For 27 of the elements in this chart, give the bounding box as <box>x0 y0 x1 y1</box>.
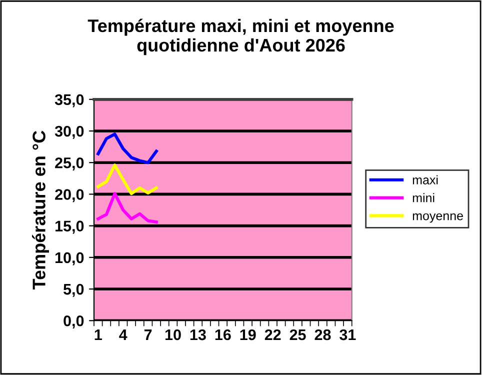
y-tick-label: 30,0 <box>54 126 84 139</box>
x-tick-label: 16 <box>215 329 231 340</box>
y-axis-title: Température en °C <box>32 130 49 290</box>
x-tick-label: 28 <box>314 329 331 340</box>
x-tick-label: 1 <box>94 330 102 340</box>
legend-label: moyenne <box>412 213 463 223</box>
x-tick-label: 19 <box>240 329 256 340</box>
x-tick-label: 13 <box>190 329 206 340</box>
y-tick-label: 5,0 <box>64 284 84 297</box>
y-tick-label: 20,0 <box>55 189 84 202</box>
y-tick-label: 25,0 <box>55 157 84 170</box>
line-series <box>96 192 158 224</box>
chart-title: Température maxi, mini et moyenne quotidienne d'Aout 2026 <box>88 18 394 56</box>
y-tick-label: 10,0 <box>56 252 84 266</box>
line-series <box>96 164 158 196</box>
x-tick-label: 22 <box>264 329 281 340</box>
x-tick-label: 31 <box>340 329 356 340</box>
y-tick-label: 0,0 <box>64 315 84 329</box>
y-tick-label: 15,0 <box>56 220 84 234</box>
legend-label: mini <box>412 193 434 202</box>
x-tick-label: 25 <box>290 329 306 340</box>
x-tick-label: 10 <box>165 329 181 340</box>
x-tick-label: 7 <box>144 330 152 340</box>
legend-label: maxi <box>412 175 438 184</box>
x-tick-label: 4 <box>119 330 128 340</box>
y-tick-label: 35,0 <box>54 94 84 108</box>
line-series <box>96 132 158 164</box>
